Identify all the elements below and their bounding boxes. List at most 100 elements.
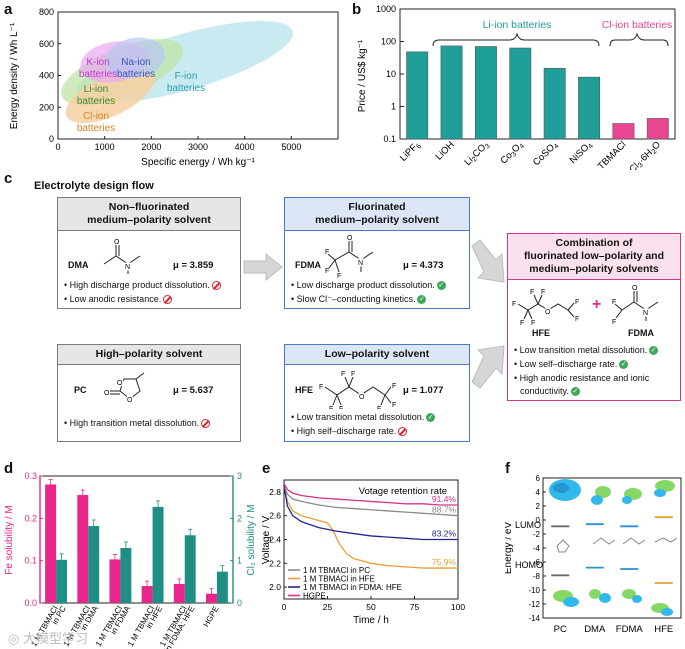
e-xtick-label: 75	[410, 602, 420, 612]
box5-bullet1: • Low transition metal dissolution. ✓	[514, 345, 659, 356]
a-xtick-label: 0	[55, 142, 60, 152]
chart-d-ylabel-left: Fe solubility / M	[4, 505, 15, 574]
box5-bullet3a: • High anodic resistance and ionic	[514, 373, 650, 383]
e-retention-label: 75.9%	[432, 557, 457, 567]
label-na-ion-2: batteries	[117, 69, 155, 80]
b-bar	[578, 76, 601, 140]
b-xtick-label: FeCl3​·6H2​O	[619, 139, 663, 170]
panel-letter-d: d	[4, 460, 14, 477]
cl-group-brace	[609, 32, 669, 47]
e-xtick-label: 100	[451, 602, 465, 612]
e-retention-label: 88.7%	[432, 505, 457, 515]
chart-d-yticks-left: 0.0 0.1 0.2 0.3	[24, 471, 43, 608]
f-ytick-label: -14	[528, 614, 540, 623]
chart-d-frame	[39, 475, 234, 604]
svg-text:F: F	[512, 301, 516, 308]
e-line	[283, 485, 459, 517]
b-ytick-label: 100	[381, 37, 396, 47]
region-cl-ion	[65, 68, 155, 124]
d-bar-fe	[205, 593, 217, 603]
f-ytick-label: 2	[536, 502, 541, 511]
d-ytick-left-label: 0.2	[24, 513, 37, 523]
panel-letter-b: b	[352, 1, 362, 18]
svg-text:O: O	[117, 380, 123, 387]
dma-structure-icon: O N N	[103, 239, 141, 274]
box1-header: Non–fluorinated medium–polarity solvent	[58, 198, 240, 231]
a-ytick-label: 600	[39, 39, 54, 49]
lumo-label: LUMO	[515, 520, 541, 530]
chart-e-ylabel: Voltage / V	[262, 515, 272, 564]
svg-text:N: N	[125, 264, 130, 271]
box2-header-line2: medium–polarity solvent	[315, 214, 439, 226]
label-cl-ion-2: batteries	[77, 123, 115, 134]
a-xtick-label: 3000	[188, 142, 208, 152]
box5-header-line2: fluorinated low–polarity and	[523, 250, 664, 262]
label-na-ion-1: Na-ion	[121, 57, 150, 68]
check-icon: ✓	[417, 295, 427, 305]
e-line	[283, 485, 458, 569]
f-ytick-label: -4	[533, 544, 541, 553]
f-xtick-label: PC	[554, 624, 567, 635]
b-bar	[646, 118, 669, 140]
box-low-polarity: Low–polarity solvent HFE F F F F F F F F…	[284, 344, 470, 442]
e-ytick-label: 2.2	[269, 558, 281, 568]
check-icon: ✓	[649, 346, 659, 356]
b-ytick-label: 10	[386, 69, 396, 79]
forbidden-icon	[201, 419, 211, 429]
svg-text:O: O	[359, 394, 365, 401]
hfe-structure-icon: F F F F F F F F O O	[319, 371, 396, 409]
box1-header-line2: medium–polarity solvent	[87, 214, 211, 226]
b-xtick-label: Co3​O4​	[498, 139, 526, 167]
check-icon: ✓	[619, 360, 629, 370]
chart-b-ylabel: Price / US$ kg⁻¹	[357, 39, 368, 112]
svg-text:F: F	[612, 319, 616, 326]
e-xtick-label: 25	[323, 602, 333, 612]
chart-f-levels	[551, 516, 673, 584]
b-ytick-label: 1000	[376, 4, 396, 14]
d-bar-cl2	[88, 525, 100, 603]
f-xtick-label: DMA	[584, 624, 606, 635]
chart-e-xticks: 0 25 50 75 100	[282, 596, 465, 612]
d-bar-cl2	[152, 506, 164, 603]
e-retention-label: 83.2%	[432, 529, 457, 539]
box4-bullet2: • High self–discharge rate.	[291, 425, 408, 438]
cl-group-label: Cl-ion batteries	[602, 19, 673, 31]
a-xtick-label: 2000	[141, 142, 161, 152]
e-ytick-label: 2.6	[269, 511, 281, 521]
chart-f-ylabel: Energy / eV	[505, 522, 514, 575]
watermark-text: 大模型学习	[22, 631, 88, 646]
a-ytick-label: 0	[49, 134, 54, 144]
box-non-fluorinated: Non–fluorinated medium–polarity solvent …	[57, 197, 241, 309]
svg-text:F: F	[541, 289, 545, 296]
b-bar	[543, 67, 566, 140]
svg-text:F: F	[530, 289, 534, 296]
d-bar-fe	[45, 484, 57, 603]
panel-letter-c: c	[4, 170, 13, 187]
e-legend-label: HGPE	[303, 592, 326, 601]
box2-molecule-name: FDMA	[295, 260, 321, 270]
box4-mu: μ = 1.077	[403, 385, 444, 396]
a-ytick-label: 200	[39, 102, 54, 112]
box-fluorinated: Fluorinated medium–polarity solvent FDMA…	[284, 197, 470, 309]
b-xtick-label: LiOH	[434, 139, 457, 162]
box5-bullet3b: conductivity. ✓	[520, 386, 580, 397]
svg-text:F: F	[575, 299, 579, 306]
box4-molecule-name: HFE	[295, 385, 313, 395]
region-na-ion	[105, 37, 165, 79]
b-xtick-label: TBMACl	[596, 139, 629, 170]
d-bar-fe	[173, 583, 185, 603]
b-bar	[509, 47, 532, 140]
svg-text:F: F	[612, 299, 616, 306]
f-ytick-label: -2	[533, 530, 541, 539]
label-li-ion-1: Li-ion	[84, 84, 108, 95]
box1-bullet1: • High discharge product dissolution.	[64, 279, 221, 292]
d-ytick-left-label: 0.0	[24, 598, 37, 608]
box3-molecule-name: PC	[74, 385, 87, 395]
watermark: ◎ 大模型学习	[8, 628, 88, 647]
chart-b-bars	[406, 45, 669, 140]
b-bar	[612, 123, 635, 140]
panel-c-title: Electrolyte design flow	[34, 180, 154, 192]
